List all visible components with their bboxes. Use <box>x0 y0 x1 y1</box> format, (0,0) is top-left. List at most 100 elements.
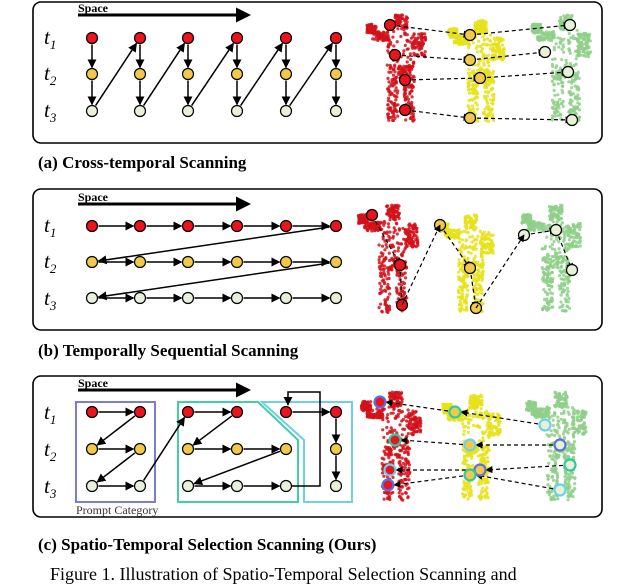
point-cloud-dot <box>467 67 471 71</box>
point-cloud-dot <box>501 55 505 59</box>
point-cloud-dot <box>389 210 393 214</box>
point-cloud-dot <box>476 68 480 73</box>
point-cloud-dot <box>466 425 471 430</box>
panel-a-frame <box>32 1 603 144</box>
point-cloud-dot <box>469 87 473 92</box>
point-cloud-dot <box>457 264 461 268</box>
point-cloud-dot <box>467 42 471 46</box>
point-cloud-dot <box>397 392 401 396</box>
point-cloud-dot <box>395 241 399 245</box>
point-cloud-dot <box>408 52 412 56</box>
point-cloud-dot <box>572 419 576 423</box>
point-cloud-dot <box>573 105 578 109</box>
point-cloud-dot <box>479 407 483 411</box>
point-cloud-dot <box>486 91 490 95</box>
point-cloud-dot <box>479 497 483 501</box>
t1-label: t1 <box>44 25 56 52</box>
point-cloud-dot <box>405 95 409 99</box>
point-cloud-dot <box>549 263 553 267</box>
panel-b: Space t1 t2 t3 <box>32 188 603 331</box>
point-cloud-dot <box>566 405 570 409</box>
point-cloud-dot <box>489 78 493 82</box>
point-cloud-dot <box>582 422 586 426</box>
body-node-ringed <box>538 418 552 432</box>
point-cloud-dot <box>380 471 385 475</box>
point-cloud-dot <box>401 226 405 230</box>
point-cloud-dot <box>571 232 575 236</box>
point-cloud-dot <box>381 39 385 43</box>
point-cloud-dot <box>559 412 564 416</box>
point-cloud-dot <box>491 432 495 436</box>
point-cloud-dot <box>476 395 480 400</box>
point-cloud-dot <box>563 243 567 247</box>
point-cloud-dot <box>547 214 552 218</box>
body-node-ringed <box>463 438 477 452</box>
point-cloud-dot <box>475 50 479 54</box>
point-cloud-dot <box>556 93 560 97</box>
point-cloud-dot <box>414 410 418 414</box>
point-cloud-dot <box>478 290 482 295</box>
point-cloud-dot <box>388 66 392 71</box>
point-cloud-dot <box>403 228 407 232</box>
body-node-ringed <box>381 478 395 492</box>
point-cloud-dot <box>527 217 532 221</box>
point-cloud-dot <box>576 431 580 435</box>
point-cloud-dot <box>563 309 568 313</box>
point-cloud-dot <box>456 418 460 422</box>
scan-arrow <box>190 42 235 107</box>
point-cloud-dot <box>487 231 491 235</box>
point-cloud-dot <box>536 22 541 27</box>
body-node <box>388 48 402 62</box>
point-cloud-dot <box>530 223 535 227</box>
point-cloud-dot <box>561 403 565 407</box>
scan-node-a <box>230 67 244 81</box>
point-cloud-dot <box>491 87 495 91</box>
point-cloud-dot <box>491 49 495 53</box>
point-cloud-dot <box>393 218 397 222</box>
point-cloud-dot <box>410 95 414 99</box>
point-cloud-dot <box>487 64 491 68</box>
point-cloud-dot <box>575 87 579 91</box>
point-cloud-dot <box>533 22 537 26</box>
point-cloud-dot <box>539 226 543 230</box>
point-cloud-dot <box>379 287 383 291</box>
point-cloud-dot <box>566 289 570 293</box>
scan-arrow <box>142 42 186 106</box>
scan-node-b <box>133 291 147 305</box>
point-cloud-dot <box>389 213 393 217</box>
point-cloud-dot <box>489 107 493 111</box>
scan-node-c <box>181 405 195 419</box>
point-cloud-dot <box>473 27 478 31</box>
point-cloud-dot <box>502 47 506 51</box>
point-cloud-dot <box>541 222 545 226</box>
scan-node-a <box>329 31 343 45</box>
scan-node-c <box>279 479 293 493</box>
point-cloud-dot <box>376 38 380 43</box>
point-cloud-dot <box>576 70 580 74</box>
point-cloud-dot <box>486 58 490 62</box>
point-cloud-dot <box>400 410 404 414</box>
point-cloud-dot <box>553 433 557 437</box>
point-cloud-dot <box>394 221 399 225</box>
point-cloud-dot <box>388 292 392 296</box>
scan-arrow <box>94 42 138 106</box>
point-cloud-dot <box>563 475 567 479</box>
point-cloud-dot <box>575 74 580 78</box>
point-cloud-dot <box>574 62 578 66</box>
point-cloud-dot <box>468 485 472 489</box>
point-cloud-dot <box>562 283 567 288</box>
point-cloud-dot <box>556 82 560 86</box>
point-cloud-dot <box>499 38 504 42</box>
space-label: Space <box>78 1 109 15</box>
point-cloud-dot <box>448 35 452 39</box>
point-cloud-dot <box>475 83 479 87</box>
point-cloud-dot <box>484 72 489 76</box>
point-cloud-dot <box>377 243 381 247</box>
point-cloud-dot <box>557 392 562 396</box>
point-cloud-dot <box>558 112 563 116</box>
point-cloud-dot <box>412 118 416 122</box>
point-cloud-dot <box>560 39 564 43</box>
point-cloud-dot <box>476 292 480 296</box>
point-cloud-dot <box>419 46 423 50</box>
point-cloud-dot <box>469 108 473 112</box>
